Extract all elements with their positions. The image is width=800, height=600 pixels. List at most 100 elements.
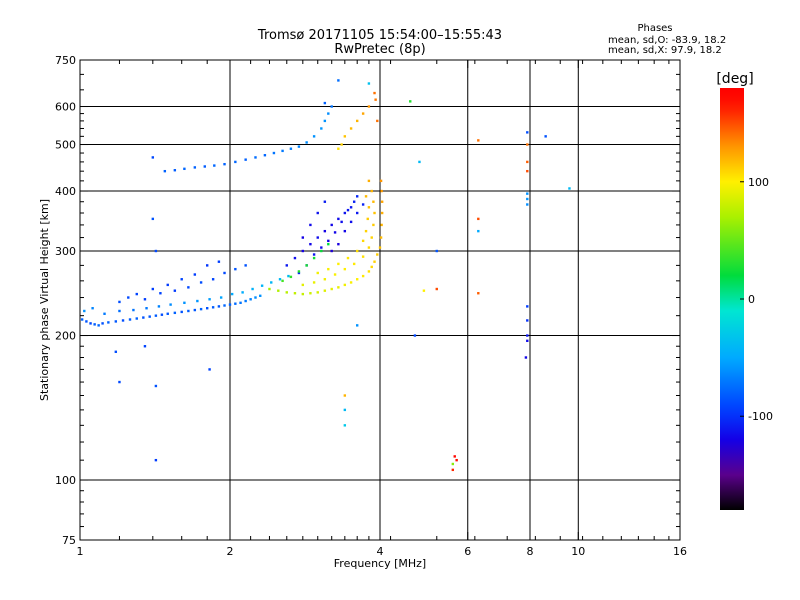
data-point-x xyxy=(361,239,365,243)
data-point-x xyxy=(370,189,373,193)
data-point-o xyxy=(121,319,125,322)
data-point-o xyxy=(340,220,343,224)
data-point-x xyxy=(337,286,340,289)
data-point-o xyxy=(244,158,247,161)
data-point-x xyxy=(367,105,371,108)
data-point-o xyxy=(330,223,333,227)
data-point-o xyxy=(526,305,529,308)
data-point-o xyxy=(544,135,547,138)
data-point-x xyxy=(301,283,305,287)
data-point-o xyxy=(234,160,237,164)
data-point-o xyxy=(349,220,353,224)
data-point-o xyxy=(118,380,121,384)
data-point-x xyxy=(337,262,340,266)
data-point-o xyxy=(526,197,529,201)
data-point-x xyxy=(343,283,347,287)
data-point-x xyxy=(327,242,330,246)
data-point-o xyxy=(143,345,147,348)
data-point-o xyxy=(183,167,186,171)
data-point-o xyxy=(83,309,86,313)
data-point-x xyxy=(361,112,365,115)
data-point-o xyxy=(223,162,226,166)
data-point-x xyxy=(277,289,280,292)
data-point-x xyxy=(361,274,365,278)
data-point-o xyxy=(349,206,353,209)
data-point-o xyxy=(526,339,529,343)
data-point-x xyxy=(374,98,377,101)
data-point-o xyxy=(337,242,340,246)
data-point-o xyxy=(132,308,135,312)
data-point-o xyxy=(323,101,327,105)
data-point-o xyxy=(128,318,132,321)
data-point-o xyxy=(260,284,264,287)
data-point-o xyxy=(203,165,206,168)
data-point-o xyxy=(151,217,155,221)
data-point-o xyxy=(219,296,223,299)
data-point-o xyxy=(160,313,164,316)
colorbar-tick-label: 0 xyxy=(748,293,755,306)
data-point-o xyxy=(244,299,247,303)
data-point-o xyxy=(526,192,529,195)
data-point-o xyxy=(166,283,169,287)
data-point-o xyxy=(355,324,359,327)
data-point-o xyxy=(355,195,359,198)
data-point-o xyxy=(166,312,169,315)
data-point-x xyxy=(340,143,343,146)
data-point-o xyxy=(101,322,104,325)
data-point-o xyxy=(281,149,284,153)
data-point-x xyxy=(526,169,529,173)
x-axis-label: Frequency [MHz] xyxy=(334,557,426,570)
data-point-o xyxy=(97,324,100,327)
legend-title: Phases xyxy=(637,23,672,34)
data-point-o xyxy=(211,278,215,281)
data-point-x xyxy=(330,287,333,291)
data-point-o xyxy=(352,200,356,203)
y-tick-label: 600 xyxy=(55,101,76,114)
data-point-o xyxy=(196,299,199,303)
data-point-o xyxy=(343,211,347,215)
data-point-o xyxy=(343,229,347,233)
data-point-o xyxy=(205,264,209,267)
data-point-o xyxy=(254,296,257,299)
data-point-x xyxy=(477,217,480,221)
data-point-o xyxy=(320,246,323,249)
data-point-o xyxy=(361,203,365,206)
data-point-x xyxy=(373,211,376,215)
y-tick-label: 400 xyxy=(55,185,76,198)
y-tick-label: 500 xyxy=(55,139,76,152)
data-point-x xyxy=(379,236,383,239)
data-point-x xyxy=(477,292,480,295)
colorbar: 100 0 -100 xyxy=(720,88,773,510)
data-point-x xyxy=(367,246,371,249)
data-point-o xyxy=(154,314,158,317)
data-point-o xyxy=(142,316,145,319)
data-point-x xyxy=(309,292,312,295)
data-point-o xyxy=(223,304,226,307)
data-point-o xyxy=(173,289,177,292)
x-tick-label: 6 xyxy=(464,545,471,558)
data-point-x xyxy=(380,200,384,203)
data-point-o xyxy=(80,318,84,321)
data-point-o xyxy=(333,231,337,234)
data-point-o xyxy=(107,321,110,324)
data-point-o xyxy=(259,294,262,297)
data-point-x xyxy=(305,264,308,267)
y-tick-label: 200 xyxy=(55,330,76,343)
data-point-x xyxy=(349,281,353,284)
data-point-x xyxy=(343,135,347,138)
data-point-o xyxy=(316,211,319,215)
data-point-o xyxy=(418,160,421,164)
chart-subtitle: RwPretec (8p) xyxy=(334,42,425,57)
data-point-o xyxy=(148,315,151,318)
data-point-x xyxy=(367,206,371,209)
data-point-x xyxy=(376,253,379,256)
data-point-o xyxy=(228,303,232,306)
data-point-o xyxy=(327,112,330,115)
colorbar-tick-label: -100 xyxy=(748,410,773,423)
data-point-o xyxy=(217,305,221,308)
data-point-x xyxy=(361,255,365,258)
data-point-o xyxy=(193,308,197,312)
data-point-x xyxy=(379,179,383,183)
data-point-x xyxy=(364,229,368,233)
